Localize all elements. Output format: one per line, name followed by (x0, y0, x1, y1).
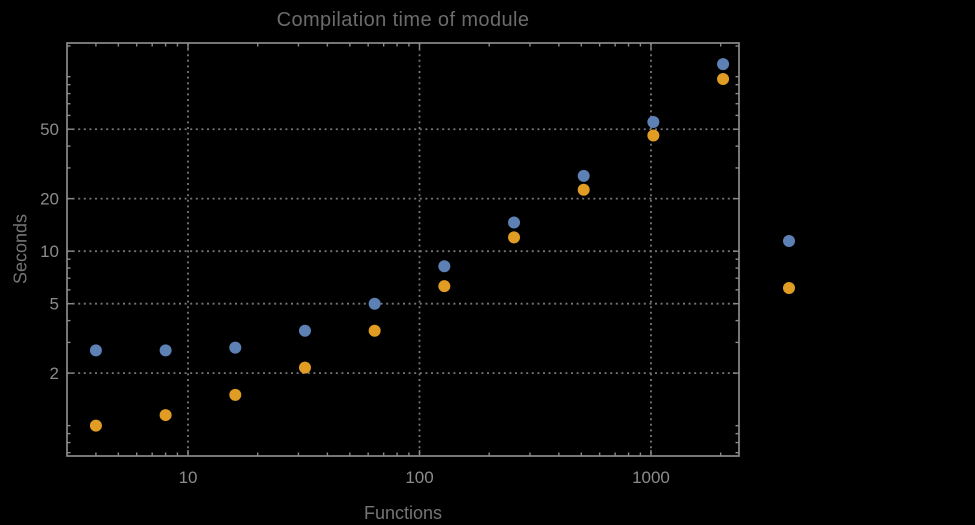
chart-title: Compilation time of module (276, 9, 530, 31)
data-point-series-blue (647, 115, 660, 128)
data-point-series-blue (438, 260, 451, 273)
plot-frame (66, 42, 740, 457)
y-tick-label: 5 (50, 295, 59, 314)
data-point-series-orange (577, 183, 590, 196)
data-point-series-orange (89, 419, 102, 432)
data-point-series-blue (298, 324, 311, 337)
data-point-series-blue (89, 344, 102, 357)
y-tick-label: 20 (40, 190, 59, 209)
data-point-series-orange (647, 129, 660, 142)
data-point-series-orange (508, 231, 521, 244)
y-tick-label: 2 (50, 364, 59, 383)
data-point-series-blue (368, 297, 381, 310)
legend-marker-series-blue (783, 235, 795, 247)
data-point-series-orange (159, 409, 172, 422)
data-point-series-blue (717, 58, 730, 71)
x-tick-label: 10 (179, 468, 198, 487)
y-tick-label: 50 (40, 120, 59, 139)
data-point-series-blue (229, 341, 242, 354)
x-tick-label: 1000 (632, 468, 670, 487)
x-axis-label: Functions (363, 503, 443, 523)
y-tick-label: 10 (40, 242, 59, 261)
data-point-series-blue (508, 216, 521, 229)
data-point-series-orange (438, 280, 451, 293)
data-point-series-blue (577, 169, 590, 182)
data-point-series-orange (717, 73, 730, 86)
data-point-series-orange (229, 388, 242, 401)
data-point-series-blue (159, 344, 172, 357)
data-point-series-orange (368, 324, 381, 337)
legend-marker-series-orange (783, 282, 795, 294)
data-point-series-orange (298, 361, 311, 374)
x-tick-label: 100 (405, 468, 433, 487)
